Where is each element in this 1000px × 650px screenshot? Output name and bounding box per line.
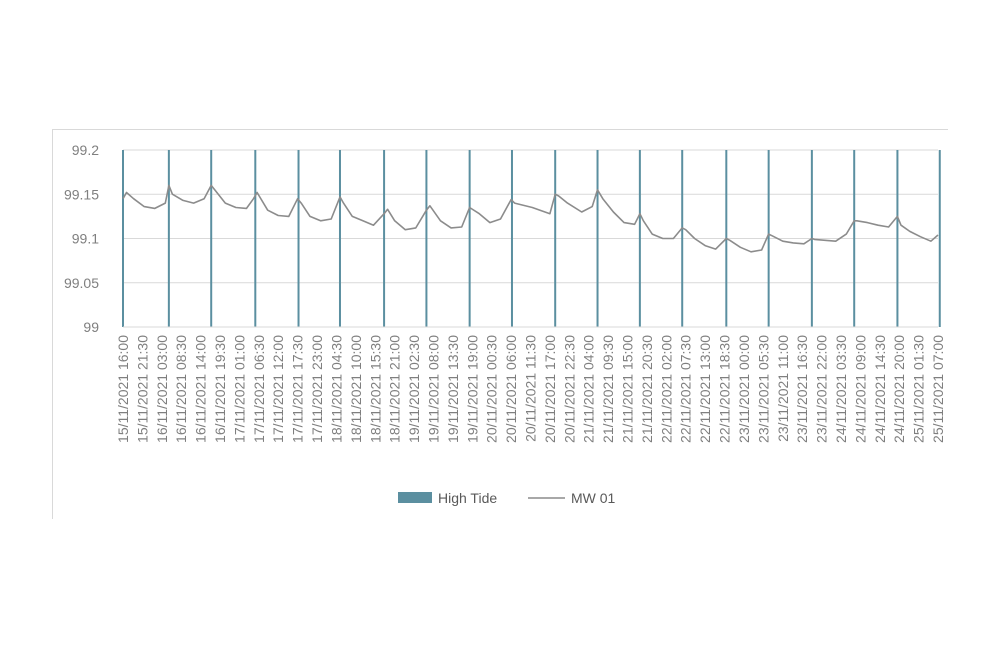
x-tick-label: 21/11/2021 09:30 bbox=[600, 335, 616, 443]
x-tick-label: 19/11/2021 02:30 bbox=[406, 335, 422, 443]
x-tick-label: 22/11/2021 02:00 bbox=[658, 335, 674, 443]
x-tick-label: 23/11/2021 22:00 bbox=[814, 335, 830, 443]
x-tick-label: 20/11/2021 11:30 bbox=[523, 335, 539, 442]
x-tick-label: 20/11/2021 22:30 bbox=[561, 335, 577, 443]
x-tick-label: 21/11/2021 04:00 bbox=[581, 335, 597, 443]
legend-label-high-tide: High Tide bbox=[438, 490, 497, 506]
y-tick-label: 99.15 bbox=[64, 186, 99, 202]
x-tick-label: 15/11/2021 21:30 bbox=[134, 335, 150, 443]
y-tick-label: 99.05 bbox=[64, 275, 99, 291]
legend-label-mw01: MW 01 bbox=[571, 490, 616, 506]
gridlines bbox=[123, 149, 938, 328]
x-tick-label: 15/11/2021 16:00 bbox=[115, 335, 131, 443]
x-tick-label: 19/11/2021 13:30 bbox=[445, 335, 461, 443]
y-tick-label: 99.1 bbox=[72, 231, 99, 247]
x-tick-label: 25/11/2021 01:30 bbox=[911, 335, 927, 443]
line-chart: 99 99.05 99.1 99.15 99.2 15/11/2021 16:00 15/1… bbox=[64, 142, 946, 506]
x-tick-label: 24/11/2021 14:30 bbox=[872, 335, 888, 443]
x-tick-label: 20/11/2021 00:30 bbox=[484, 335, 500, 443]
x-tick-label: 16/11/2021 03:00 bbox=[154, 335, 170, 443]
x-tick-label: 25/11/2021 07:00 bbox=[930, 335, 946, 443]
axes: 99 99.05 99.1 99.15 99.2 15/11/2021 16:00 15/1… bbox=[64, 142, 946, 443]
x-tick-label: 16/11/2021 19:30 bbox=[212, 335, 228, 443]
x-tick-label: 17/11/2021 12:00 bbox=[270, 335, 286, 443]
x-tick-label: 22/11/2021 18:30 bbox=[717, 335, 733, 443]
x-tick-label: 24/11/2021 20:00 bbox=[891, 335, 907, 443]
x-tick-label: 18/11/2021 15:30 bbox=[367, 335, 383, 443]
mw01-line bbox=[122, 184, 939, 253]
legend-swatch-high-tide bbox=[398, 492, 432, 503]
mw01-series bbox=[122, 184, 939, 253]
x-tick-label: 23/11/2021 16:30 bbox=[794, 335, 810, 443]
x-tick-label: 21/11/2021 20:30 bbox=[639, 335, 655, 443]
x-tick-label: 22/11/2021 07:30 bbox=[678, 335, 694, 443]
y-tick-label: 99 bbox=[83, 319, 99, 335]
x-tick-label: 24/11/2021 03:30 bbox=[833, 335, 849, 443]
x-tick-label: 18/11/2021 10:00 bbox=[348, 335, 364, 443]
x-tick-label: 22/11/2021 13:00 bbox=[697, 335, 713, 443]
x-tick-label: 20/11/2021 17:00 bbox=[542, 335, 558, 443]
x-tick-label: 24/11/2021 09:00 bbox=[852, 335, 868, 443]
x-tick-label: 18/11/2021 21:00 bbox=[387, 335, 403, 443]
x-tick-label: 16/11/2021 14:00 bbox=[193, 335, 209, 443]
x-tick-label: 19/11/2021 08:00 bbox=[425, 335, 441, 443]
chart-frame: 99 99.05 99.1 99.15 99.2 15/11/2021 16:00 15/1… bbox=[52, 129, 948, 519]
legend: High Tide MW 01 bbox=[398, 490, 616, 506]
x-tick-label: 16/11/2021 08:30 bbox=[173, 335, 189, 443]
x-tick-label: 19/11/2021 19:00 bbox=[464, 335, 480, 443]
x-tick-label: 23/11/2021 11:00 bbox=[775, 335, 791, 442]
x-tick-label: 23/11/2021 05:30 bbox=[755, 335, 771, 443]
y-tick-label: 99.2 bbox=[72, 142, 99, 158]
x-tick-label: 18/11/2021 04:30 bbox=[328, 335, 344, 443]
x-tick-label: 17/11/2021 17:30 bbox=[290, 335, 306, 443]
x-tick-label: 17/11/2021 01:00 bbox=[231, 335, 247, 443]
x-tick-label: 23/11/2021 00:00 bbox=[736, 335, 752, 443]
x-tick-label: 17/11/2021 06:30 bbox=[251, 335, 267, 443]
x-tick-label: 20/11/2021 06:00 bbox=[503, 335, 519, 443]
x-tick-label: 21/11/2021 15:00 bbox=[620, 335, 636, 443]
x-tick-label: 17/11/2021 23:00 bbox=[309, 335, 325, 443]
high-tide-series bbox=[122, 150, 941, 327]
